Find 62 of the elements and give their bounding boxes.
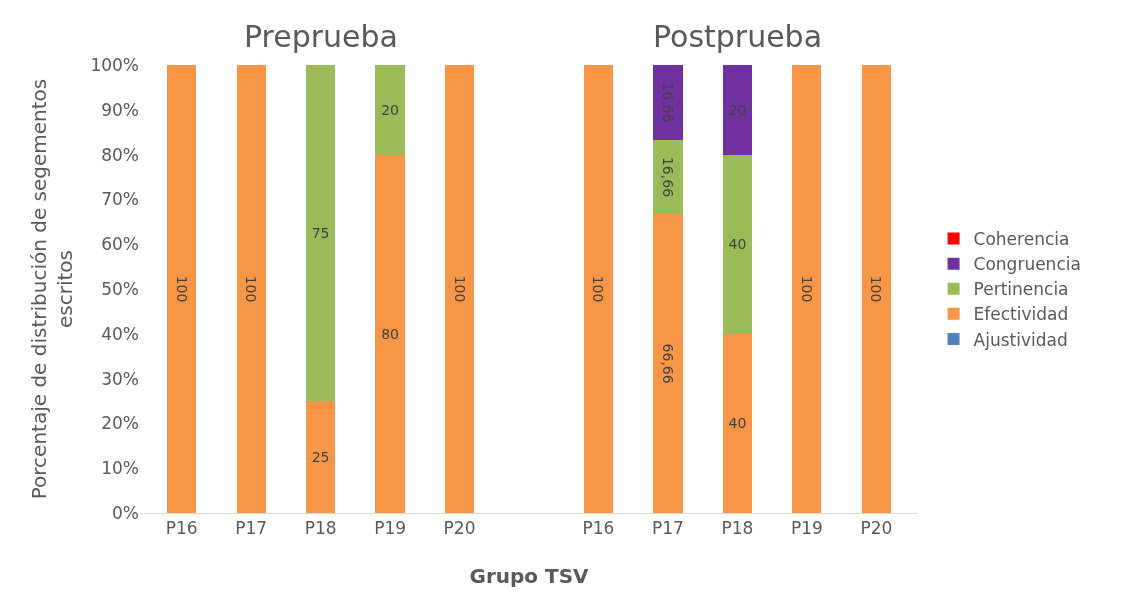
bar (653, 139, 683, 215)
data-label: 66,66 (659, 343, 676, 384)
y-tick-label: 90% (101, 99, 139, 120)
data-label: 100 (173, 275, 190, 303)
legend-label: Pertinencia (973, 279, 1069, 300)
y-tick-label: 80% (101, 144, 139, 165)
bar (722, 65, 752, 155)
y-tick-label: 100% (90, 54, 139, 75)
x-tick-label: P16 (165, 518, 198, 539)
data-label: 16,66 (659, 82, 676, 123)
y-tick-label: 20% (101, 413, 139, 434)
y-tick-label: 30% (101, 368, 139, 389)
bar (306, 401, 336, 513)
x-tick-label: P19 (790, 518, 823, 539)
data-label: 100 (868, 275, 885, 303)
data-label: 40 (728, 236, 747, 253)
data-label: 100 (798, 275, 815, 303)
x-tick-label: P17 (651, 518, 684, 539)
data-label: 100 (243, 275, 260, 303)
x-tick-label: P19 (374, 518, 407, 539)
bar (236, 65, 266, 513)
legend-label: Coherencia (973, 229, 1070, 250)
y-tick-label: 10% (101, 458, 139, 479)
bar (375, 65, 405, 155)
data-label: 75 (311, 225, 330, 241)
bar (722, 333, 752, 513)
legend-label: Congruencia (973, 254, 1081, 275)
text: Postprueba (653, 19, 823, 54)
bar (375, 154, 405, 513)
data-label: 100 (590, 275, 607, 303)
bar (653, 214, 683, 513)
data-label: 40 (728, 415, 747, 432)
x-axis-title: Grupo TSV (469, 564, 590, 588)
x-tick-label: P20 (443, 518, 476, 539)
bar (722, 154, 752, 334)
data-label: 20 (728, 101, 747, 118)
bar (306, 65, 336, 401)
data-label: 100 (451, 275, 468, 303)
x-tick-label: P18 (721, 518, 754, 539)
bar (444, 65, 475, 513)
data-label: 20 (381, 101, 399, 118)
y-axis-title: Porcentaje de distribución de segementos escritos (26, 78, 77, 500)
x-tick-label: P20 (860, 518, 893, 539)
legend-label: Ajustividad (973, 329, 1068, 350)
x-tick-label: P18 (304, 518, 337, 539)
y-tick-label: 50% (101, 278, 139, 299)
bar (861, 65, 891, 513)
bar (167, 65, 197, 513)
bar (583, 65, 614, 513)
bar (653, 65, 683, 140)
x-tick-label: P17 (235, 518, 268, 539)
x-tick-label: P16 (582, 518, 615, 539)
y-tick-label: 0% (112, 502, 139, 523)
data-label: 80 (381, 325, 399, 342)
y-tick-label: 70% (101, 189, 139, 210)
bar (792, 65, 822, 513)
data-label: 25 (311, 449, 330, 465)
y-tick-label: 40% (101, 323, 139, 344)
y-tick-label: 60% (101, 234, 139, 255)
text: Preprueba (244, 19, 398, 54)
legend-label: Efectividad (973, 304, 1069, 325)
data-label: 16,66 (659, 156, 676, 198)
